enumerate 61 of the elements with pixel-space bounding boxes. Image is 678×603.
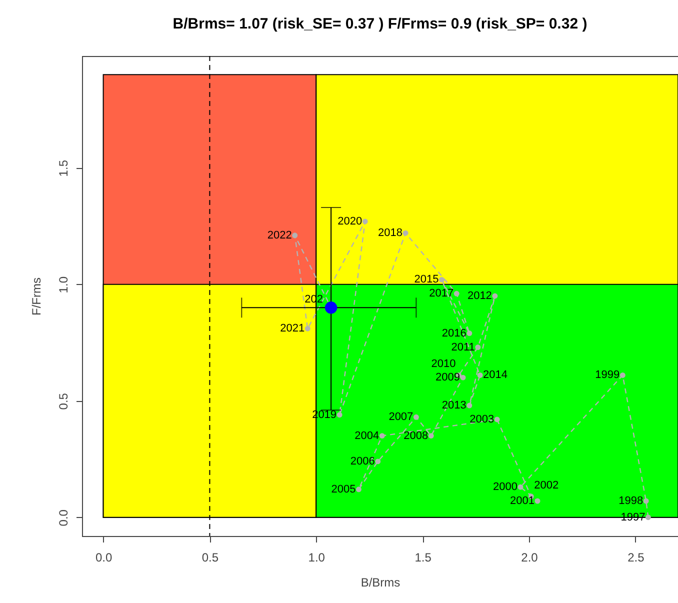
point xyxy=(402,230,408,236)
annotation: 2008 xyxy=(404,430,428,442)
point xyxy=(643,498,649,504)
annotation: 2014 xyxy=(483,369,508,382)
x-tick-label: 0.5 xyxy=(202,550,219,564)
annotation: 2001 xyxy=(510,495,535,508)
point xyxy=(438,276,444,282)
point xyxy=(324,302,338,314)
chart-title: B/Brms= 1.07 (risk_SE= 0.37 ) F/Frms= 0.9 (risk_SP= 0.32 ) xyxy=(172,16,588,32)
point xyxy=(492,293,498,299)
point xyxy=(494,416,500,422)
point xyxy=(477,372,483,378)
x-axis-title: B/Brms xyxy=(360,576,400,590)
annotation: 1998 xyxy=(618,495,644,508)
point xyxy=(466,330,472,336)
x-tick-label: 1.0 xyxy=(308,550,326,564)
annotation: 2010 xyxy=(431,358,456,370)
annotation: 2018 xyxy=(378,227,403,240)
point xyxy=(413,414,419,420)
annotation: 1999 xyxy=(595,369,620,382)
annotation: 2017 xyxy=(429,288,454,300)
y-tick-label: 1.5 xyxy=(56,160,70,177)
x-tick-label: 1.5 xyxy=(414,550,432,564)
x-tick-label: 2.0 xyxy=(521,550,538,564)
point xyxy=(375,458,381,464)
annotation: 2011 xyxy=(451,341,475,354)
y-tick-label: 1.0 xyxy=(56,276,70,294)
point xyxy=(454,290,460,296)
point xyxy=(518,484,524,490)
point xyxy=(304,326,310,332)
point xyxy=(356,486,362,492)
point xyxy=(475,344,481,350)
annotation: 2006 xyxy=(350,455,375,468)
point xyxy=(336,412,342,418)
annotation: 2012 xyxy=(467,290,492,302)
annotation: 2000 xyxy=(493,481,518,494)
point xyxy=(620,372,626,378)
annotation: 2009 xyxy=(436,372,460,384)
annotation: 2020 xyxy=(338,215,362,228)
point xyxy=(379,433,385,439)
annotation: 2004 xyxy=(354,430,380,442)
point xyxy=(428,433,434,439)
y-tick-label: 0.5 xyxy=(56,392,70,410)
annotation: 2005 xyxy=(331,483,356,496)
y-axis-title: F/Frms xyxy=(30,278,44,316)
point xyxy=(645,514,651,520)
annotation: 2016 xyxy=(442,327,466,340)
annotation: 2022 xyxy=(267,229,292,242)
x-tick-label: 0.0 xyxy=(95,550,112,564)
annotation: 2003 xyxy=(470,413,494,426)
point xyxy=(534,498,540,504)
annotation: 2002 xyxy=(534,479,559,492)
annotation: 2015 xyxy=(414,274,439,286)
annotation: 2013 xyxy=(442,400,466,412)
annotation: 2007 xyxy=(388,411,414,424)
annotation: 2021 xyxy=(280,322,305,335)
x-tick-label: 2.5 xyxy=(628,550,645,564)
point xyxy=(362,218,368,224)
point xyxy=(466,402,472,408)
y-tick-label: 0.0 xyxy=(56,509,70,526)
point xyxy=(292,232,298,238)
